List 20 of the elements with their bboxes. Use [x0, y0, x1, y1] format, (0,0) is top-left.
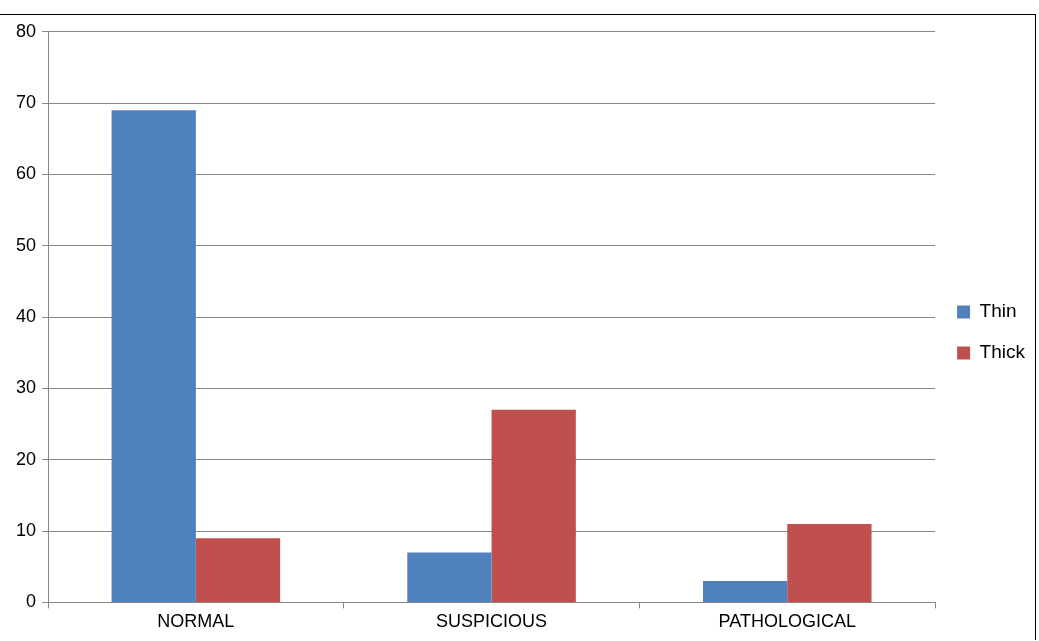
bar [787, 523, 872, 602]
bar [491, 409, 576, 602]
bar [195, 538, 281, 602]
bar [407, 552, 492, 602]
y-tick-label: 40 [15, 306, 37, 327]
y-tick-label: 10 [15, 520, 37, 541]
x-tick-label: SUSPICIOUS [436, 611, 548, 632]
legend-label: Thick [979, 341, 1026, 363]
y-tick-label: 50 [15, 234, 37, 255]
y-tick-label: 30 [15, 377, 37, 398]
bar [111, 110, 196, 602]
y-tick-label: 60 [15, 163, 37, 184]
y-tick-label: 70 [15, 92, 37, 113]
x-tick-label: PATHOLOGICAL [718, 611, 856, 632]
legend-label: Thin [979, 300, 1017, 322]
bar [702, 581, 788, 602]
y-tick-label: 20 [15, 448, 37, 469]
x-tick-label: NORMAL [157, 611, 235, 632]
y-tick-label: 0 [26, 591, 37, 612]
y-tick-label: 80 [15, 20, 37, 41]
